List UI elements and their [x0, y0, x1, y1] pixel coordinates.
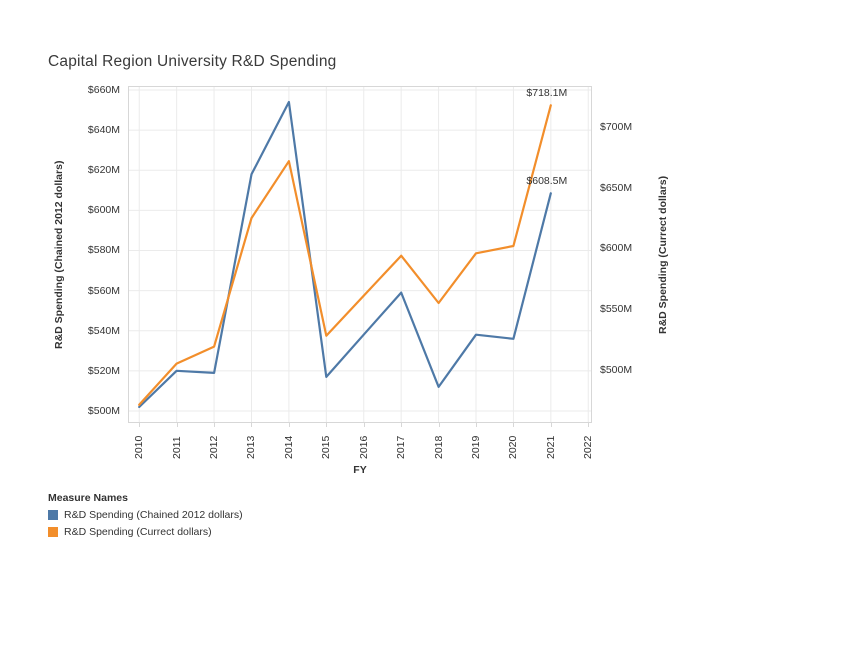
x-axis-tick: 2013 — [245, 435, 258, 459]
x-tick-mark — [550, 423, 552, 427]
legend-entry-chained[interactable]: R&D Spending (Chained 2012 dollars) — [48, 509, 243, 521]
right-axis-tick: $650M — [600, 181, 633, 194]
left-axis-tick: $600M — [87, 204, 120, 217]
x-tick-mark — [139, 423, 141, 427]
x-axis-tick: 2014 — [282, 435, 295, 459]
chart-title: Capital Region University R&D Spending — [48, 53, 337, 70]
x-tick-mark — [214, 423, 216, 427]
right-axis-tick: $550M — [600, 303, 633, 316]
x-axis-tick: 2012 — [208, 435, 221, 459]
legend-entry-label: R&D Spending (Currect dollars) — [64, 526, 212, 538]
legend-title: Measure Names — [48, 492, 128, 504]
x-tick-mark — [588, 423, 590, 427]
x-tick-mark — [363, 423, 365, 427]
x-tick-mark — [288, 423, 290, 427]
x-tick-mark — [251, 423, 253, 427]
left-axis-tick: $660M — [87, 84, 120, 96]
legend-swatch-icon — [48, 510, 58, 520]
x-axis-tick: 2018 — [432, 435, 445, 459]
data-point-annotation: $718.1M — [526, 87, 568, 100]
x-axis-tick: 2010 — [133, 435, 146, 459]
x-axis-title: FY — [353, 464, 367, 476]
x-tick-mark — [401, 423, 403, 427]
x-axis-tick: 2011 — [170, 436, 183, 459]
left-axis-tick: $640M — [87, 124, 120, 137]
series-line-current[interactable] — [138, 104, 552, 406]
x-axis-tick: 2021 — [544, 435, 557, 459]
x-axis-tick: 2019 — [470, 435, 482, 459]
left-axis-tick: $620M — [87, 164, 120, 177]
right-axis-tick: $700M — [600, 121, 633, 134]
x-axis-tick: 2016 — [357, 435, 370, 459]
series-line-chained[interactable] — [138, 100, 552, 409]
legend: Measure Names R&D Spending (Chained 2012… — [48, 492, 243, 543]
left-axis-tick: $560M — [87, 284, 120, 297]
left-axis-tick: $540M — [87, 324, 120, 337]
x-tick-mark — [326, 423, 328, 427]
legend-swatch-icon — [48, 527, 58, 537]
x-tick-mark — [513, 423, 515, 427]
x-tick-mark — [476, 423, 477, 427]
plot-area — [128, 86, 592, 423]
x-tick-mark — [176, 423, 178, 427]
legend-entry-label: R&D Spending (Chained 2012 dollars) — [64, 509, 243, 521]
x-axis-tick: 2017 — [395, 435, 408, 459]
x-tick-mark — [438, 423, 440, 427]
data-point-annotation: $608.5M — [526, 175, 568, 188]
x-axis-tick: 2020 — [507, 435, 520, 459]
plot-border — [128, 86, 592, 423]
x-axis-tick: 2022 — [582, 435, 595, 459]
left-axis-tick: $520M — [87, 364, 120, 377]
left-axis-tick: $500M — [87, 404, 120, 417]
right-axis-tick: $500M — [600, 363, 633, 376]
right-axis-tick: $600M — [600, 242, 633, 255]
legend-entries: R&D Spending (Chained 2012 dollars) R&D S… — [48, 509, 243, 538]
legend-entry-current[interactable]: R&D Spending (Currect dollars) — [48, 526, 243, 538]
left-axis-tick: $580M — [87, 244, 120, 257]
x-axis-tick: 2015 — [320, 435, 333, 459]
